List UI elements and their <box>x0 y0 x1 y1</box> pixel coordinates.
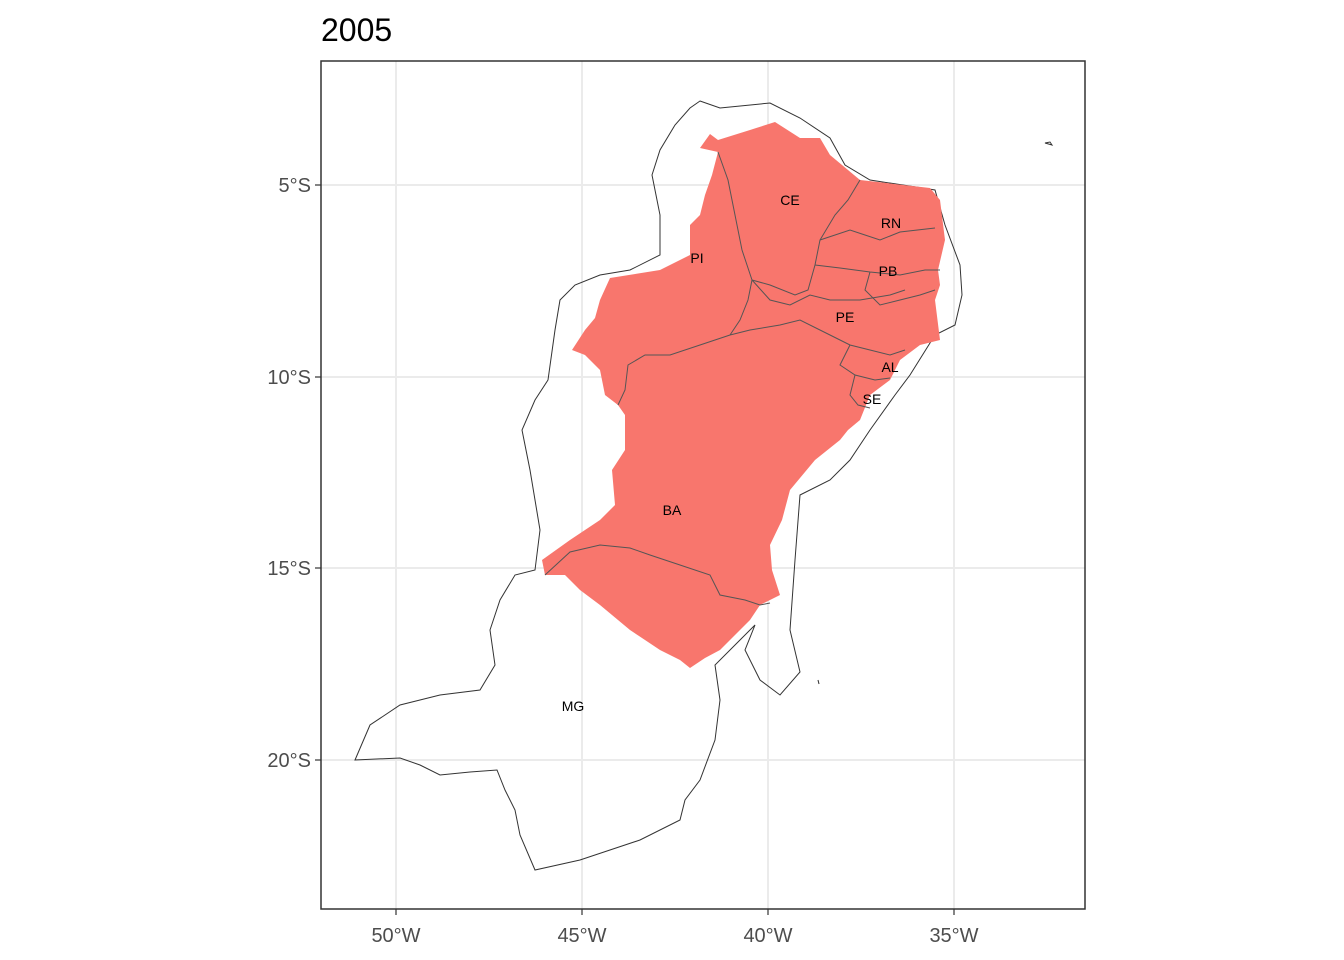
y-tick-label: 10°S <box>267 367 311 389</box>
state-label-al: AL <box>881 359 898 375</box>
panel-border <box>320 60 1086 910</box>
state-label-pe: PE <box>836 309 855 325</box>
state-label-mg: MG <box>562 698 585 714</box>
x-tick-label: 35°W <box>929 925 978 947</box>
y-tick-label: 20°S <box>267 750 311 772</box>
state-label-rn: RN <box>881 215 901 231</box>
state-label-ce: CE <box>780 192 799 208</box>
x-tick-label: 45°W <box>557 925 606 947</box>
filled-region <box>542 122 945 668</box>
x-tick-label: 50°W <box>371 925 420 947</box>
state-label-pb: PB <box>879 263 898 279</box>
state-label-pi: PI <box>690 250 703 266</box>
x-tick-label: 40°W <box>743 925 792 947</box>
state-borders <box>544 151 940 606</box>
region-outline <box>354 100 963 871</box>
y-tick-label: 5°S <box>279 175 311 197</box>
state-label-ba: BA <box>663 502 682 518</box>
y-tick-label: 15°S <box>267 558 311 580</box>
axis-ticks <box>315 184 955 915</box>
island <box>817 679 820 685</box>
island <box>1044 141 1054 146</box>
highlighted-states <box>542 122 945 668</box>
map-title: 2005 <box>321 12 392 48</box>
state-label-se: SE <box>863 391 882 407</box>
